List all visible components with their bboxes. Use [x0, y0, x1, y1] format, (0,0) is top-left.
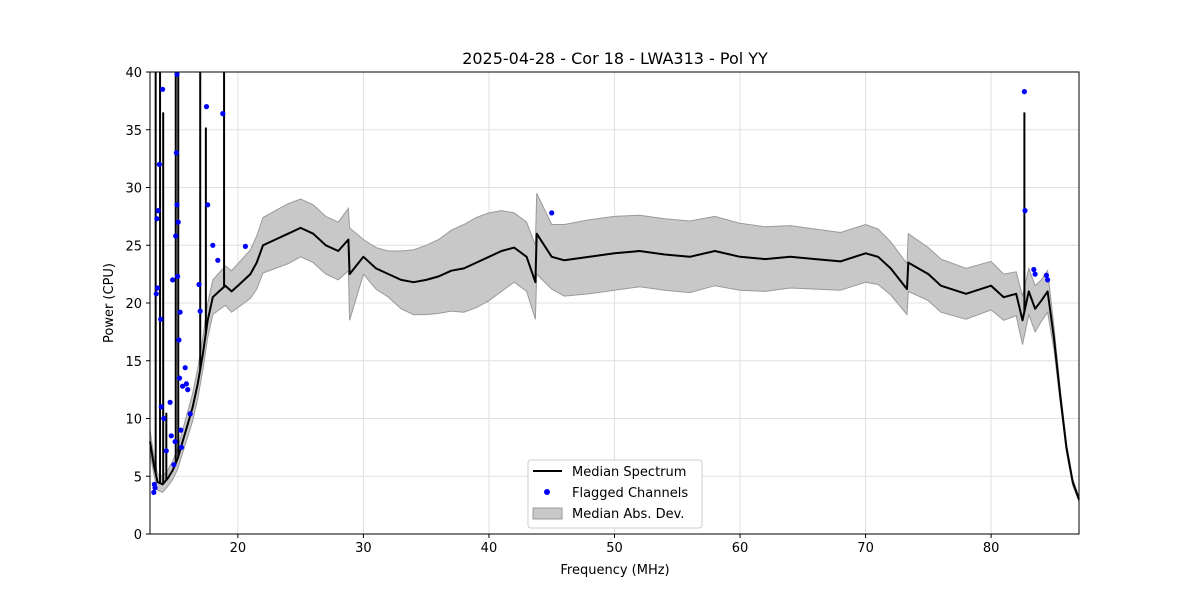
- y-axis-label: Power (CPU): [102, 263, 117, 343]
- flagged-point-45: [151, 481, 157, 487]
- flagged-point-38: [549, 210, 555, 216]
- flagged-point-31: [197, 308, 203, 314]
- flagged-points-layer: [151, 71, 1051, 495]
- flagged-point-8: [160, 86, 166, 92]
- flagged-point-46: [154, 285, 161, 291]
- flagged-point-4: [155, 208, 161, 214]
- legend-flagged: Flagged Channels: [572, 486, 688, 501]
- flagged-point-39: [1021, 89, 1027, 95]
- flagged-point-27: [183, 381, 189, 387]
- y-tick-label-3: 15: [125, 355, 142, 370]
- legend-point-swatch: [544, 489, 550, 495]
- median-line: [149, 226, 1080, 500]
- flagged-point-37: [242, 243, 248, 249]
- x-tick-label-0: 20: [230, 541, 247, 556]
- y-tick-label-2: 10: [125, 413, 142, 428]
- flagged-point-19: [175, 273, 181, 279]
- flagged-point-5: [156, 161, 162, 167]
- x-tick-label-6: 80: [983, 541, 1000, 556]
- flagged-point-20: [175, 219, 181, 225]
- axis-ticks: 20 30 40 50 60 70 80 0 5 10 15 20 25 30 35 40: [125, 66, 999, 556]
- y-tick-label-7: 35: [125, 124, 142, 139]
- x-tick-label-2: 40: [481, 541, 498, 556]
- flagged-point-41: [1031, 266, 1037, 273]
- y-tick-label-6: 30: [125, 182, 142, 197]
- flagged-point-22: [176, 375, 183, 381]
- flagged-point-48: [180, 383, 186, 389]
- flagged-point-17: [174, 71, 180, 77]
- legend-box: [527, 459, 703, 529]
- flagged-point-21: [176, 337, 182, 343]
- flagged-point-23: [177, 309, 183, 315]
- y-tick-label-0: 0: [134, 528, 142, 543]
- flagged-point-35: [215, 257, 221, 263]
- flagged-point-36: [220, 111, 226, 117]
- y-tick-label-4: 20: [125, 297, 142, 312]
- flagged-point-18: [174, 202, 180, 208]
- flagged-point-2: [153, 291, 159, 297]
- legend-median: Median Spectrum: [572, 465, 686, 480]
- flagged-point-12: [170, 277, 176, 283]
- x-tick-label-5: 70: [857, 541, 874, 556]
- legend: Median Spectrum Flagged Channels Median …: [527, 459, 703, 529]
- flagged-point-24: [178, 427, 184, 433]
- y-tick-label-8: 40: [125, 66, 142, 81]
- y-tick-label-1: 5: [134, 470, 142, 485]
- flagged-point-10: [163, 448, 169, 454]
- flagged-point-32: [203, 104, 210, 110]
- x-axis-label: Frequency (MHz): [560, 563, 669, 578]
- flagged-point-16: [173, 150, 179, 156]
- flagged-point-26: [182, 365, 188, 371]
- flagged-point-33: [205, 202, 211, 208]
- flagged-point-0: [151, 489, 157, 495]
- flagged-point-34: [210, 242, 216, 248]
- flagged-point-30: [196, 281, 202, 288]
- chart-title: 2025-04-28 - Cor 18 - LWA313 - Pol YY: [462, 49, 768, 68]
- flagged-point-14: [172, 439, 178, 445]
- flagged-point-47: [168, 433, 174, 439]
- x-tick-label-1: 30: [355, 541, 372, 556]
- flagged-point-25: [178, 444, 184, 450]
- flagged-point-40: [1022, 208, 1028, 214]
- legend-mad: Median Abs. Dev.: [572, 507, 684, 522]
- legend-fill-swatch: [532, 507, 563, 520]
- y-tick-label-5: 25: [125, 239, 142, 254]
- flagged-point-11: [167, 399, 173, 405]
- median-line-layer: [149, 72, 1080, 500]
- flagged-point-6: [158, 316, 164, 322]
- flagged-point-28: [185, 387, 191, 393]
- x-tick-label-3: 50: [606, 541, 623, 556]
- flagged-point-13: [171, 462, 177, 468]
- flagged-point-29: [187, 411, 193, 417]
- flagged-point-3: [154, 216, 160, 222]
- flagged-point-43: [1043, 272, 1049, 278]
- flagged-point-7: [158, 404, 164, 410]
- flagged-point-42: [1032, 271, 1038, 277]
- flagged-point-44: [1045, 277, 1051, 283]
- flagged-point-15: [173, 233, 179, 239]
- x-tick-label-4: 60: [732, 541, 749, 556]
- flagged-point-9: [161, 415, 167, 422]
